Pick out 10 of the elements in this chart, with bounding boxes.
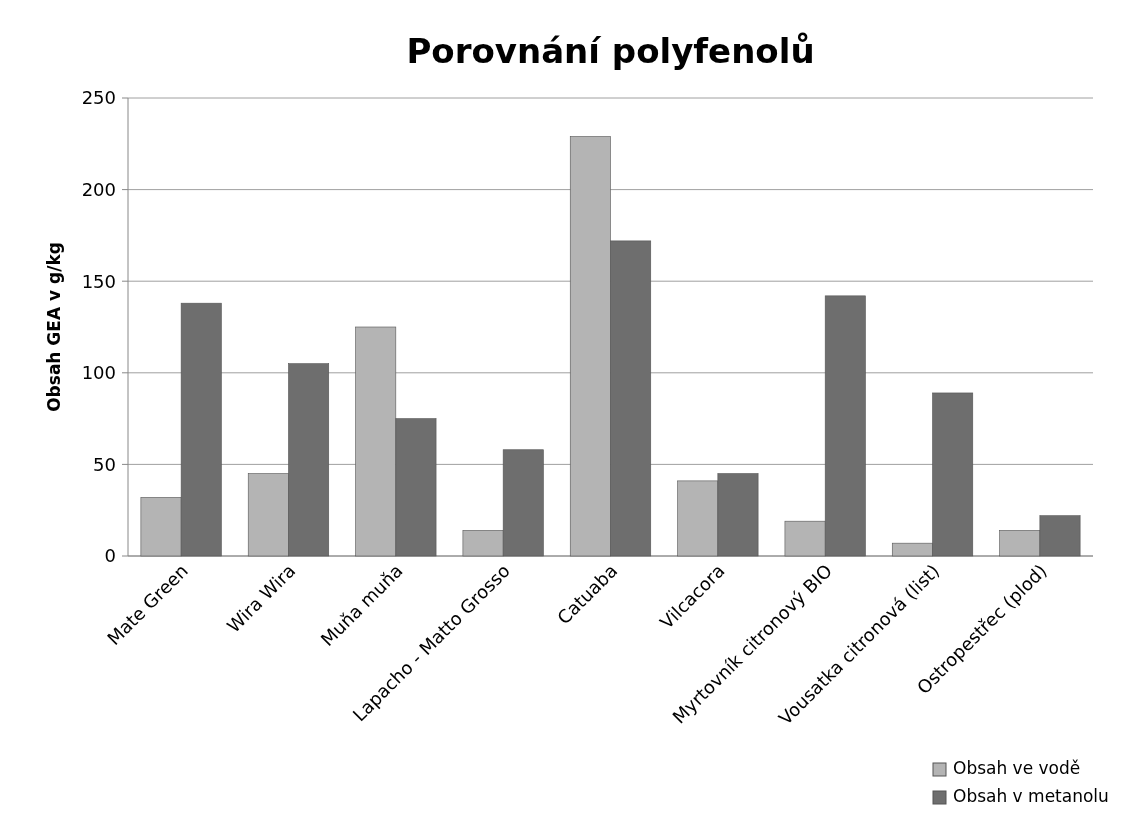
legend-label: Obsah ve vodě — [953, 758, 1081, 778]
y-tick-label: 50 — [93, 453, 116, 475]
y-tick-label: 0 — [104, 545, 116, 567]
y-tick-label: 150 — [81, 270, 116, 292]
y-tick-label: 200 — [81, 178, 116, 200]
legend-label: Obsah v metanolu — [953, 786, 1109, 806]
chart-title: Porovnání polyfenolů — [406, 31, 815, 71]
y-tick-label: 100 — [81, 362, 116, 384]
y-axis-title: Obsah GEA v g/kg — [44, 242, 64, 412]
y-tick-label: 250 — [81, 87, 116, 109]
